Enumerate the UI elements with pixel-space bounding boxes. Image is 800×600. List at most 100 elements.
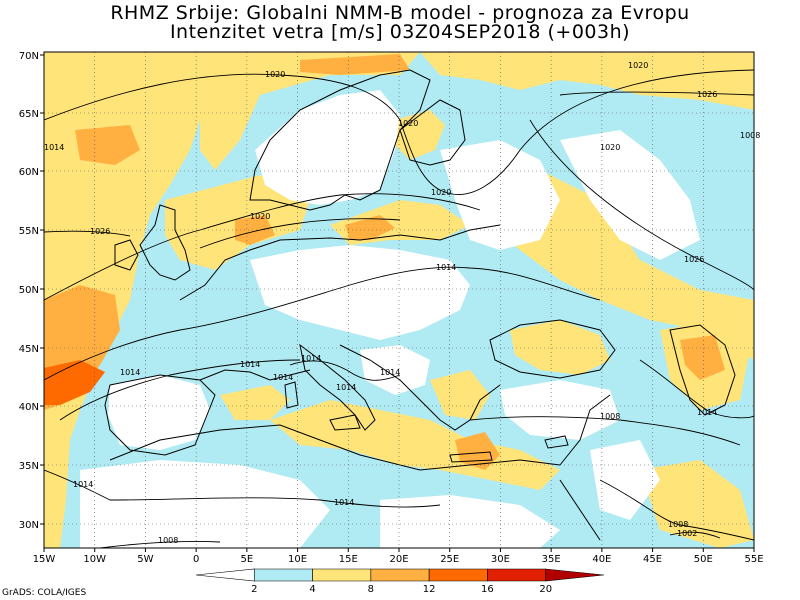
colorbar-segment — [195, 568, 255, 582]
isobar-label: 1002 — [677, 529, 697, 538]
colorbar-segment — [370, 568, 430, 582]
isobar-label: 1014 — [697, 408, 717, 417]
lon-tick-label: 50E — [694, 554, 713, 565]
coast-north-africa — [109, 424, 561, 471]
isobar-labels: 1020 1020 1026 1020 1020 1020 1026 1026 … — [44, 61, 760, 545]
isobar-label: 1008 — [740, 131, 760, 140]
isobar-label: 1014 — [273, 373, 293, 382]
wind-zone-baltic-strong — [345, 215, 395, 240]
coast-ireland — [114, 239, 139, 271]
isobar-1014-central — [44, 266, 601, 381]
isobar-label: 1008 — [600, 412, 620, 421]
isobar-label: 1014 — [240, 360, 260, 369]
coast-sardinia — [284, 381, 299, 409]
coast-balkans — [339, 344, 501, 431]
latitude-labels: 70N 65N 60N 55N 50N 45N 40N 35N 30N — [19, 51, 44, 531]
isobar-1014-iberia — [59, 359, 301, 421]
calm-middle-east — [590, 440, 660, 520]
isobar-label: 1008 — [668, 520, 688, 529]
wind-field — [44, 52, 754, 548]
isobar-1026-east — [529, 119, 754, 291]
wind-zone-redsea — [640, 460, 754, 548]
isobar-1026-west — [44, 230, 131, 237]
lat-tick-label: 65N — [19, 109, 39, 120]
lat-tick-label: 55N — [19, 226, 39, 237]
isobar-label: 1014 — [436, 263, 456, 272]
isobar-label: 1026 — [697, 90, 717, 99]
coast-britain — [139, 204, 191, 281]
lat-tick-label: 60N — [19, 167, 39, 178]
coast-caspian — [669, 324, 736, 416]
isobar-1026-northeast — [559, 91, 754, 96]
isobar-label: 1020 — [250, 212, 270, 221]
colorbar-label: 8 — [368, 584, 374, 595]
grads-credit: GrADS: COLA/IGES — [2, 588, 87, 598]
lat-tick-label: 40N — [19, 402, 39, 413]
calm-central-europe — [250, 245, 470, 340]
lon-tick-label: 15E — [339, 554, 358, 565]
wind-zone-blacksea — [510, 320, 610, 375]
colorbar-label: 2 — [251, 584, 257, 595]
coast-sicily — [329, 414, 361, 431]
isobars — [44, 69, 754, 548]
calm-russia — [440, 140, 560, 250]
map-title-line1: RHMZ Srbije: Globalni NMM-B model - prog… — [110, 2, 690, 24]
isobar-1014-italy — [289, 360, 401, 381]
coast-finland — [399, 99, 466, 166]
calm-east — [560, 130, 700, 260]
calm-turkey — [500, 380, 620, 440]
lon-tick-label: 15W — [33, 554, 56, 565]
isobar-label: 1020 — [398, 119, 418, 128]
isobar-label: 1020 — [265, 70, 285, 79]
wind-zone-biscay-max — [44, 360, 105, 405]
lon-tick-label: 45E — [643, 554, 662, 565]
isobar-1020-central — [199, 218, 401, 249]
isobar-1002-southeast — [669, 531, 721, 539]
colorbar-segment — [428, 568, 488, 582]
calm-north-africa — [80, 460, 330, 548]
coast-france-south — [199, 369, 311, 381]
isobar-label: 1014 — [336, 383, 356, 392]
isobar-label: 1020 — [431, 188, 451, 197]
coast-cyprus — [544, 435, 569, 449]
isobar-label: 1026 — [684, 255, 704, 264]
longitude-labels: 15W 10W 5W 0 5E 10E 15E 20E 25E 30E 35E 40E 45E 50E 55… — [33, 548, 764, 565]
coastlines — [104, 69, 736, 541]
lon-tick-label: 25E — [440, 554, 459, 565]
wind-zone-northsea-strong — [235, 215, 275, 245]
wind-zone-lion-gulf — [220, 385, 290, 420]
calm-iberia — [108, 375, 210, 450]
wind-zone-caspian-strong — [680, 335, 725, 380]
colorbar-label: 12 — [423, 584, 436, 595]
coast-iberia — [104, 374, 216, 456]
calm-sahara-east — [380, 495, 560, 548]
lon-tick-label: 40E — [592, 554, 611, 565]
isobar-label: 1008 — [158, 536, 178, 545]
lat-tick-label: 70N — [19, 51, 39, 62]
coast-crete — [449, 451, 493, 463]
colorbar-segment — [545, 568, 605, 582]
colorbar-label: 4 — [309, 584, 315, 595]
calm-balkans — [360, 345, 430, 395]
lon-tick-label: 0 — [193, 554, 199, 565]
wind-zone-northeast-strong — [300, 54, 410, 75]
isobar-label: 1014 — [301, 354, 321, 363]
colorbar-segment — [253, 568, 313, 582]
graticule — [44, 52, 754, 548]
isobar-1014-east — [639, 359, 754, 419]
lat-tick-label: 30N — [19, 520, 39, 531]
lat-tick-label: 45N — [19, 344, 39, 355]
wind-colorbar: 2 4 8 12 16 20 — [195, 568, 605, 595]
lat-tick-label: 35N — [19, 461, 39, 472]
wind-zone-northeast — [420, 52, 754, 110]
isobar-1008-southeast — [599, 479, 754, 541]
lon-tick-label: 5E — [241, 554, 254, 565]
lon-tick-label: 55E — [744, 554, 763, 565]
isobar-label: 1014 — [44, 143, 64, 152]
coast-italy — [299, 343, 376, 431]
isobar-1008-south — [99, 540, 221, 548]
colorbar-label: 20 — [539, 584, 552, 595]
wind-zone-iceland — [75, 125, 140, 165]
colorbar-segment — [312, 568, 372, 582]
